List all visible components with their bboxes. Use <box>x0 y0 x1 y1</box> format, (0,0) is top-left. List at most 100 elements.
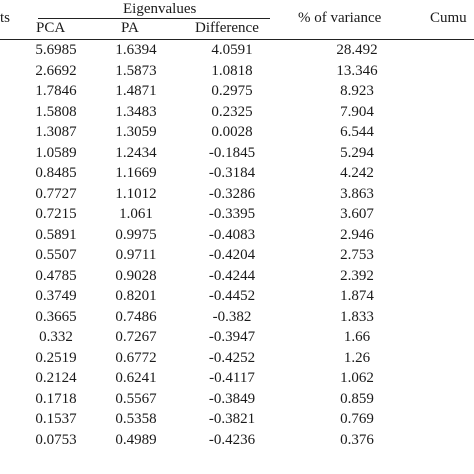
table-row: 0.8485 1.1669 -0.3184 4.242 <box>0 163 474 184</box>
pca-cell: 0.5507 <box>35 247 77 263</box>
variance-cell: 7.904 <box>340 103 374 120</box>
pca-cell: 0.4785 <box>35 267 77 284</box>
difference-cell: -0.4252 <box>208 349 256 366</box>
difference-cell: -0.3849 <box>208 390 256 407</box>
variance-header: % of variance <box>298 10 382 26</box>
table-row: 1.0589 1.2434 -0.1845 5.294 <box>0 143 474 164</box>
pca-cell: 1.5808 <box>35 103 77 120</box>
pca-cell: 1.0589 <box>35 144 77 161</box>
pa-cell: 0.6772 <box>115 349 157 366</box>
pca-cell: 1.3087 <box>35 124 77 140</box>
pa-cell: 1.2434 <box>115 144 157 161</box>
variance-cell: 3.863 <box>340 185 374 202</box>
variance-cell: 1.062 <box>340 370 374 386</box>
variance-cell: 1.874 <box>340 288 374 304</box>
table-row: 0.5507 0.9711 -0.4204 2.753 <box>0 245 474 266</box>
variance-cell: 13.346 <box>336 62 378 79</box>
cumulative-header-fragment: Cumu <box>430 10 467 26</box>
pca-cell: 0.0753 <box>35 431 77 448</box>
variance-cell: 1.26 <box>343 349 371 366</box>
variance-cell: 1.66 <box>343 329 371 345</box>
pca-cell: 0.5891 <box>35 226 77 243</box>
table-row: 0.332 0.7267 -0.3947 1.66 <box>0 327 474 348</box>
pa-cell: 0.6241 <box>115 370 157 386</box>
pa-cell: 1.3483 <box>115 103 157 120</box>
components-header-fragment: ts <box>0 10 11 26</box>
pa-cell: 0.5358 <box>115 411 157 427</box>
pca-cell: 0.7727 <box>35 185 77 202</box>
pa-cell: 1.4871 <box>115 83 157 99</box>
pa-cell: 1.3059 <box>115 124 157 140</box>
variance-cell: 5.294 <box>340 144 374 161</box>
difference-cell: -0.3395 <box>208 206 256 222</box>
pa-cell: 0.5567 <box>115 390 157 407</box>
difference-cell: -0.3184 <box>208 165 256 181</box>
pca-cell: 0.1537 <box>35 411 77 427</box>
pca-cell: 0.2519 <box>35 349 77 366</box>
pa-cell: 1.1012 <box>115 185 157 202</box>
pa-cell: 0.7486 <box>115 308 157 325</box>
variance-cell: 28.492 <box>336 42 378 58</box>
table-row: 0.4785 0.9028 -0.4244 2.392 <box>0 266 474 287</box>
difference-cell: -0.4083 <box>208 226 256 243</box>
table-row: 0.3749 0.8201 -0.4452 1.874 <box>0 286 474 307</box>
difference-cell: 1.0818 <box>211 62 253 79</box>
difference-cell: -0.4204 <box>208 247 256 263</box>
table-row: 1.3087 1.3059 0.0028 6.544 <box>0 122 474 143</box>
table-row: 0.7215 1.061 -0.3395 3.607 <box>0 204 474 225</box>
variance-cell: 3.607 <box>340 206 374 222</box>
header-rule <box>0 39 474 40</box>
table-body: 5.6985 1.6394 4.0591 28.492 2.6692 1.5873 1.08… <box>0 40 474 450</box>
variance-cell: 4.242 <box>340 165 374 181</box>
pa-cell: 0.8201 <box>115 288 157 304</box>
difference-cell: -0.4236 <box>208 431 256 448</box>
table-row: 0.5891 0.9975 -0.4083 2.946 <box>0 225 474 246</box>
pca-cell: 0.332 <box>39 329 73 345</box>
variance-cell: 2.753 <box>340 247 374 263</box>
difference-header: Difference <box>195 20 259 36</box>
table-row: 0.3665 0.7486 -0.382 1.833 <box>0 307 474 328</box>
pa-cell: 1.6394 <box>115 42 157 58</box>
variance-cell: 2.392 <box>340 267 374 284</box>
difference-cell: -0.3947 <box>208 329 256 345</box>
variance-cell: 0.859 <box>340 390 374 407</box>
variance-cell: 1.833 <box>340 308 374 325</box>
difference-cell: -0.4244 <box>208 267 256 284</box>
difference-cell: -0.382 <box>212 308 252 325</box>
table-row: 0.1537 0.5358 -0.3821 0.769 <box>0 409 474 430</box>
difference-cell: -0.3286 <box>208 185 256 202</box>
pa-cell: 1.061 <box>119 206 153 222</box>
pca-cell: 2.6692 <box>35 62 77 79</box>
table-row: 1.5808 1.3483 0.2325 7.904 <box>0 102 474 123</box>
pca-cell: 0.8485 <box>35 165 77 181</box>
difference-cell: 0.2325 <box>211 103 253 120</box>
difference-cell: -0.4452 <box>208 288 256 304</box>
pca-cell: 0.3749 <box>35 288 77 304</box>
variance-cell: 6.544 <box>340 124 374 140</box>
difference-cell: -0.4117 <box>209 370 255 386</box>
pca-header: PCA <box>36 20 66 36</box>
variance-cell: 0.376 <box>340 431 374 448</box>
table-row: 0.7727 1.1012 -0.3286 3.863 <box>0 184 474 205</box>
pca-cell: 0.1718 <box>35 390 77 407</box>
variance-cell: 0.769 <box>340 411 374 427</box>
table-row: 0.2124 0.6241 -0.4117 1.062 <box>0 368 474 389</box>
table-row: 1.7846 1.4871 0.2975 8.923 <box>0 81 474 102</box>
difference-cell: 0.2975 <box>211 83 253 99</box>
eigenvalues-header: Eigenvalues <box>123 1 197 17</box>
difference-cell: 4.0591 <box>211 42 253 58</box>
table-row: 5.6985 1.6394 4.0591 28.492 <box>0 40 474 61</box>
pa-cell: 0.7267 <box>115 329 157 345</box>
variance-cell: 8.923 <box>340 83 374 99</box>
variance-cell: 2.946 <box>340 226 374 243</box>
pca-cell: 5.6985 <box>35 42 77 58</box>
table-row: 0.0753 0.4989 -0.4236 0.376 <box>0 430 474 451</box>
table-row: 2.6692 1.5873 1.0818 13.346 <box>0 61 474 82</box>
pca-cell: 0.2124 <box>35 370 77 386</box>
pa-cell: 0.9028 <box>115 267 157 284</box>
eigenvalues-underline <box>38 18 270 19</box>
pca-cell: 0.7215 <box>35 206 77 222</box>
table-row: 0.2519 0.6772 -0.4252 1.26 <box>0 348 474 369</box>
pa-cell: 1.5873 <box>115 62 157 79</box>
pa-header: PA <box>121 20 139 36</box>
